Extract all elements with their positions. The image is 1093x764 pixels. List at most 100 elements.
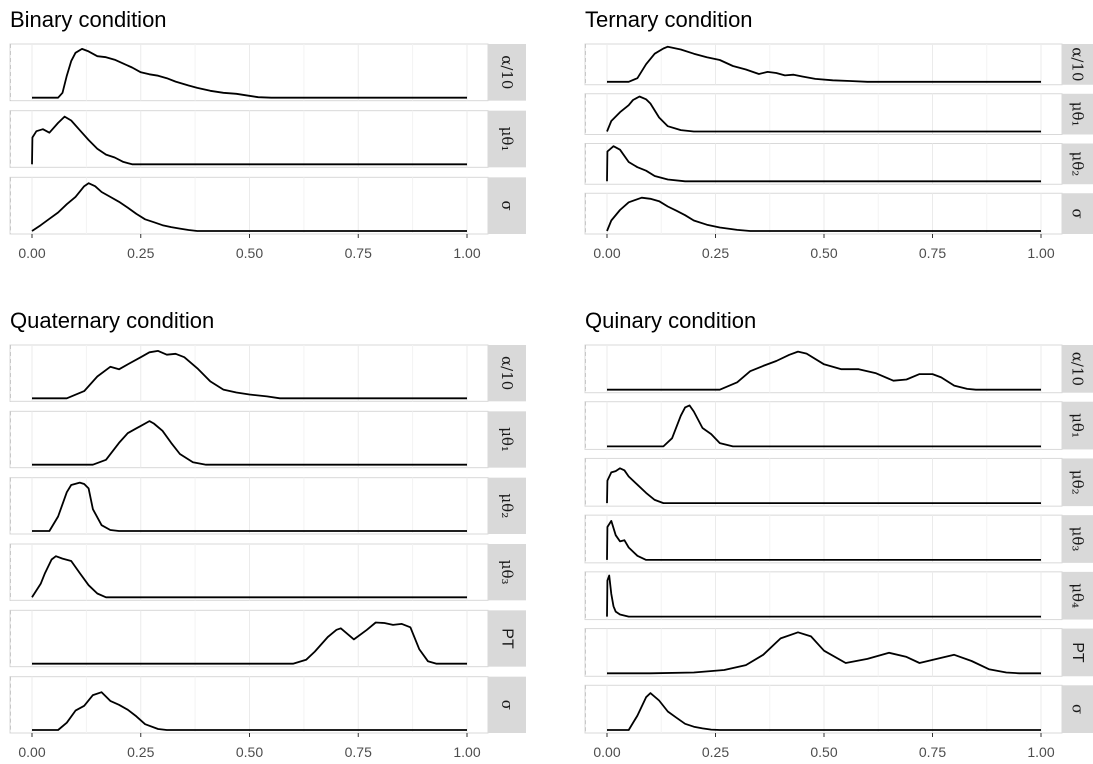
facet-strip — [488, 110, 526, 168]
facet-strip-label: α/10 — [498, 55, 516, 89]
density-curve-alpha-10 — [32, 48, 467, 99]
facet-alpha-10: α/10 — [584, 344, 1093, 394]
density-curve-alpha-10 — [607, 45, 1041, 83]
facet-sigma: σ — [584, 684, 1093, 734]
chart-title: Binary condition — [10, 7, 167, 32]
x-tick-label: 0.75 — [345, 245, 372, 261]
facet-strip-label: α/10 — [1069, 47, 1087, 81]
facet-strip — [1062, 571, 1093, 620]
facet-strip-label: μθ₁ — [498, 427, 516, 452]
density-curve-alpha-10 — [607, 350, 1041, 391]
facet-mutheta1: μθ₁ — [584, 93, 1093, 135]
facet-strip-label: PT — [1069, 642, 1086, 663]
facet-strip — [1062, 685, 1093, 733]
facet-alpha-10: α/10 — [584, 43, 1093, 86]
chart-title: Ternary condition — [585, 7, 753, 32]
facet-strip-label: σ — [498, 700, 516, 710]
facet-pt: PT — [584, 628, 1093, 677]
facet-strip — [1062, 401, 1093, 450]
chart-quaternary-condition: Quaternary condition α/10 μθ₁ μθ₂ μθ₃ PT σ 0.00… — [9, 308, 526, 760]
facet-mutheta1: μθ₁ — [584, 401, 1093, 450]
facet-strip — [488, 610, 526, 667]
facet-strip-label: σ — [1069, 209, 1087, 219]
facet-strip — [1062, 93, 1093, 135]
x-tick-label: 0.75 — [345, 744, 372, 760]
facet-strip — [488, 345, 526, 402]
facet-strip — [1062, 628, 1093, 677]
x-tick-label: 0.25 — [127, 245, 154, 261]
x-tick-label: 0.00 — [593, 744, 620, 760]
facet-alpha-10: α/10 — [9, 344, 526, 402]
density-curve-mutheta2 — [606, 467, 1041, 504]
facet-mutheta2: μθ₂ — [9, 477, 526, 535]
facet-mutheta2: μθ₂ — [584, 457, 1093, 507]
facet-alpha-10: α/10 — [9, 43, 526, 102]
density-curve-mutheta1 — [31, 115, 467, 166]
facet-strip-label: μθ₁ — [498, 127, 516, 152]
facet-strip — [1062, 515, 1093, 563]
facet-strip-label: σ — [1069, 704, 1087, 714]
density-curve-mutheta1 — [32, 420, 467, 466]
density-curve-mutheta4 — [606, 574, 1041, 618]
facet-strip-label: μθ₂ — [1069, 470, 1087, 495]
density-curve-sigma — [607, 692, 1041, 731]
facet-mutheta1: μθ₁ — [9, 410, 526, 469]
facet-mutheta4: μθ₄ — [584, 571, 1093, 621]
facet-mutheta2: μθ₂ — [584, 143, 1093, 185]
facet-mutheta3: μθ₃ — [584, 514, 1093, 564]
facet-strip — [488, 544, 526, 601]
density-curve-sigma — [31, 182, 467, 232]
x-tick-label: 0.75 — [919, 744, 946, 760]
x-tick-label: 0.50 — [236, 744, 263, 760]
facet-strip-label: μθ₄ — [1069, 583, 1087, 608]
x-tick-label: 1.00 — [1027, 744, 1054, 760]
x-tick-label: 0.50 — [810, 744, 837, 760]
density-curve-mutheta3 — [606, 520, 1041, 561]
facet-strip — [1062, 143, 1093, 185]
density-curve-mutheta1 — [607, 404, 1041, 448]
facet-strip — [488, 44, 526, 101]
facet-strip — [488, 676, 526, 733]
x-tick-label: 0.25 — [702, 245, 729, 261]
facet-sigma: σ — [584, 192, 1093, 235]
facet-strip — [488, 177, 526, 234]
x-tick-label: 0.25 — [702, 744, 729, 760]
x-tick-label: 0.50 — [236, 245, 263, 261]
x-tick-label: 1.00 — [1027, 245, 1054, 261]
facet-strip-label: σ — [498, 201, 516, 211]
facet-sigma: σ — [9, 176, 526, 235]
density-curve-sigma — [606, 196, 1041, 232]
x-tick-label: 1.00 — [453, 245, 480, 261]
facet-strip — [488, 477, 526, 534]
facet-strip-label: μθ₃ — [498, 560, 516, 585]
facet-strip — [1062, 345, 1093, 393]
x-tick-label: 0.75 — [919, 245, 946, 261]
density-curve-pt — [607, 631, 1041, 675]
facet-strip-label: μθ₂ — [1069, 151, 1087, 176]
density-curve-alpha-10 — [32, 350, 467, 400]
facet-strip-label: μθ₂ — [498, 493, 516, 518]
facet-strip-label: α/10 — [498, 356, 516, 390]
density-curve-mutheta3 — [31, 555, 467, 599]
facet-strip-label: PT — [499, 628, 516, 649]
density-curve-mutheta2 — [606, 145, 1041, 183]
x-tick-label: 1.00 — [453, 744, 480, 760]
density-curve-mutheta2 — [32, 481, 467, 532]
chart-quinary-condition: Quinary condition α/10 μθ₁ μθ₂ μθ₃ μθ₄ PT σ 0.00… — [584, 308, 1093, 760]
density-curve-mutheta1 — [606, 95, 1041, 133]
facet-sigma: σ — [9, 676, 526, 734]
facet-strip — [1062, 193, 1093, 234]
x-tick-label: 0.50 — [810, 245, 837, 261]
density-curve-pt — [32, 621, 467, 665]
x-tick-label: 0.00 — [18, 744, 45, 760]
chart-binary-condition: Binary condition α/10 μθ₁ σ 0.00 0.25 0.50 0.75… — [9, 7, 526, 261]
facet-strip-label: μθ₁ — [1069, 102, 1087, 127]
facet-strip-label: α/10 — [1069, 352, 1087, 386]
chart-title: Quinary condition — [585, 308, 756, 333]
x-tick-label: 0.25 — [127, 744, 154, 760]
x-tick-label: 0.00 — [593, 245, 620, 261]
facet-pt: PT — [9, 609, 526, 668]
facet-mutheta1: μθ₁ — [9, 110, 526, 168]
facet-strip — [1062, 458, 1093, 507]
